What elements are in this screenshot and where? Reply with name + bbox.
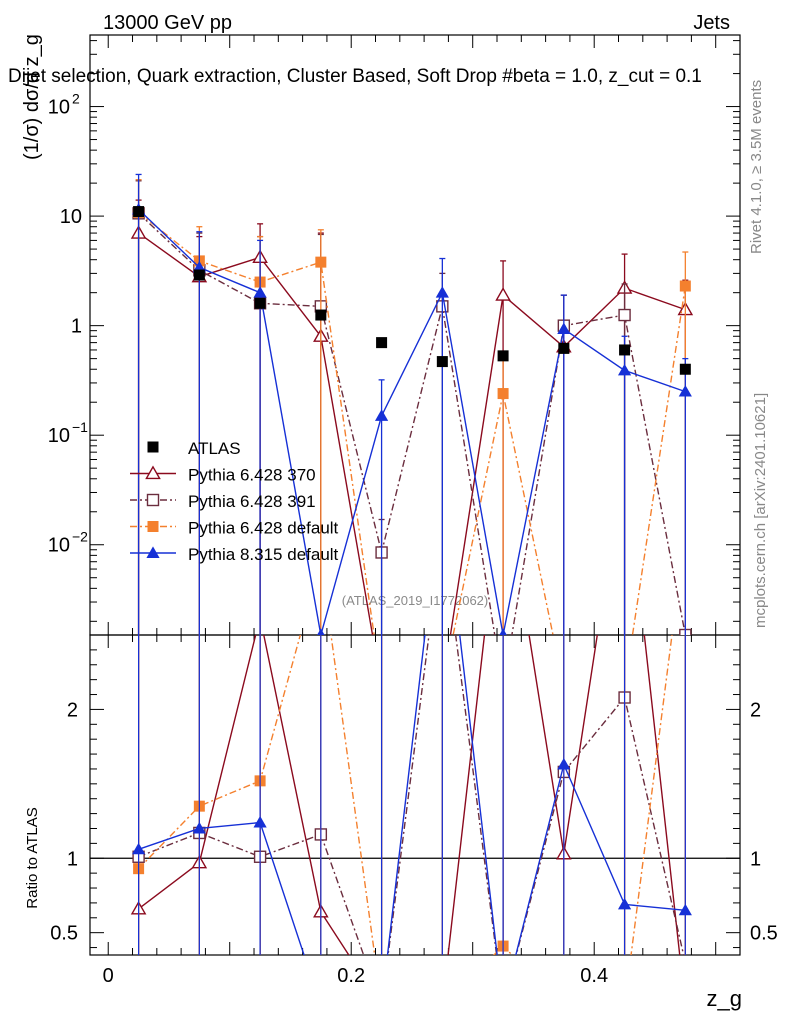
data-point-atlas: [254, 297, 266, 309]
y-tick-label: 10: [48, 97, 70, 119]
data-point-atlas: [193, 269, 205, 281]
ratio-point-pythia-6-428-default: [376, 1000, 387, 1011]
ratio-point-pythia-8-315-default: [253, 815, 267, 828]
plot-title: Dijet selection, Quark extraction, Clust…: [8, 66, 702, 87]
data-point-pythia-6-428-391: [618, 308, 631, 322]
data-point-pythia-8-315-default: [192, 260, 206, 273]
data-point-atlas: [133, 206, 145, 218]
y-tick-label: 10: [60, 206, 82, 228]
series-line-pythia-6-428-391: [138, 212, 687, 635]
ratio-line-pythia-6-428-391: [138, 635, 685, 955]
category-label: Jets: [693, 12, 730, 34]
data-point-pythia-8-315-default: [557, 322, 571, 335]
legend-label-pythia-6-428-391: Pythia 6.428 391: [188, 492, 316, 511]
y-axis-label: (1/σ) dσ/d z_g: [21, 34, 43, 160]
ratio-point-pythia-8-315-default: [678, 903, 692, 916]
ratio-point-pythia-8-315-default: [496, 999, 509, 1011]
series-line-pythia-6-428-default: [138, 211, 687, 635]
data-point-pythia-8-315-default: [499, 628, 507, 635]
legend-marker-pythia-6-428-370: [145, 465, 161, 480]
data-point-pythia-8-315-default: [317, 628, 325, 635]
data-point-atlas: [315, 309, 327, 321]
mcplots-label: mcplots.cern.ch [arXiv:2401.10621]: [752, 393, 769, 628]
ratio-tick-label: 2: [67, 699, 78, 721]
watermark-label: (ATLAS_2019_I1772062): [342, 593, 488, 608]
energy-label: 13000 GeV pp: [103, 12, 232, 34]
ratio-point-pythia-8-315-default: [617, 897, 632, 910]
y-tick-label: 10: [48, 425, 70, 447]
data-point-pythia-8-315-default: [253, 286, 267, 298]
ratio-point-pythia-8-315-default: [557, 757, 571, 770]
ratio-axis-label: Ratio to ATLAS: [24, 807, 41, 908]
legend-label-pythia-6-428-default: Pythia 6.428 default: [188, 519, 339, 538]
y-tick-label: 1: [71, 316, 82, 338]
data-point-pythia-6-428-default: [497, 388, 509, 400]
legend-marker-pythia-6-428-391: [146, 493, 160, 507]
series-line-pythia-6-428-370: [138, 232, 686, 635]
data-point-pythia-8-315-default: [435, 286, 449, 298]
ratio-point-pythia-6-428-370: [436, 999, 449, 1011]
ratio-point-pythia-8-315-default: [131, 842, 146, 855]
ratio-point-pythia-6-428-391: [498, 1000, 509, 1011]
data-point-atlas: [679, 363, 691, 375]
data-point-atlas: [497, 350, 509, 362]
legend-marker-pythia-6-428-default: [147, 521, 159, 532]
rivet-label: Rivet 4.1.0, ≥ 3.5M events: [748, 80, 765, 254]
ratio-point-pythia-8-315-default: [375, 999, 388, 1011]
data-point-atlas: [436, 356, 448, 368]
y-tick-exponent: −1: [72, 419, 88, 435]
series-line-pythia-8-315-default: [138, 208, 686, 635]
ratio-point-pythia-6-428-default: [619, 1000, 630, 1011]
legend-label-pythia-8-315-default: Pythia 8.315 default: [188, 545, 339, 564]
ratio-plot-frame: [89, 634, 741, 956]
legend-label-pythia-6-428-370: Pythia 6.428 370: [188, 466, 316, 485]
ratio-tick-label-right: 2: [750, 699, 761, 721]
data-point-atlas: [376, 337, 388, 349]
legend-label-atlas: ATLAS: [188, 439, 241, 458]
data-point-atlas: [619, 344, 631, 356]
data-point-pythia-6-428-default: [315, 256, 327, 268]
data-point-pythia-8-315-default: [617, 363, 632, 376]
ratio-point-pythia-6-428-default: [437, 1000, 448, 1011]
x-tick-label: 0.4: [580, 965, 608, 987]
y-tick-label: 10: [48, 535, 70, 557]
data-point-atlas: [558, 342, 570, 354]
y-tick-exponent: −2: [72, 529, 88, 545]
ratio-point-pythia-6-428-370: [679, 999, 692, 1011]
ratio-line-pythia-6-428-default: [138, 635, 673, 955]
y-tick-exponent: 2: [72, 91, 80, 107]
ratio-point-pythia-8-315-default: [192, 821, 206, 834]
data-point-pythia-6-428-default: [679, 280, 691, 292]
ratio-line-pythia-8-315-default: [138, 635, 686, 955]
ratio-tick-label-right: 0.5: [750, 923, 778, 945]
data-point-pythia-8-315-default: [374, 409, 389, 421]
ratio-point-pythia-6-428-391: [680, 957, 691, 968]
legend-marker-atlas: [147, 441, 159, 453]
ratio-tick-label: 0.5: [50, 923, 78, 945]
ratio-point-pythia-6-428-default: [558, 1000, 569, 1011]
ratio-point-pythia-6-428-391: [376, 1000, 387, 1011]
x-tick-label: 0.2: [337, 965, 365, 987]
x-tick-label: 0: [103, 965, 114, 987]
ratio-tick-label-right: 1: [750, 848, 761, 870]
ratio-point-pythia-6-428-370: [375, 999, 388, 1011]
ratio-line-pythia-6-428-370: [138, 635, 681, 955]
data-point-pythia-6-428-370: [495, 287, 511, 301]
ratio-point-pythia-8-315-default: [314, 999, 327, 1011]
x-axis-label: z_g: [707, 986, 742, 1011]
legend-marker-pythia-8-315-default: [146, 546, 160, 558]
ratio-tick-label: 1: [67, 848, 78, 870]
data-point-pythia-8-315-default: [678, 385, 692, 397]
